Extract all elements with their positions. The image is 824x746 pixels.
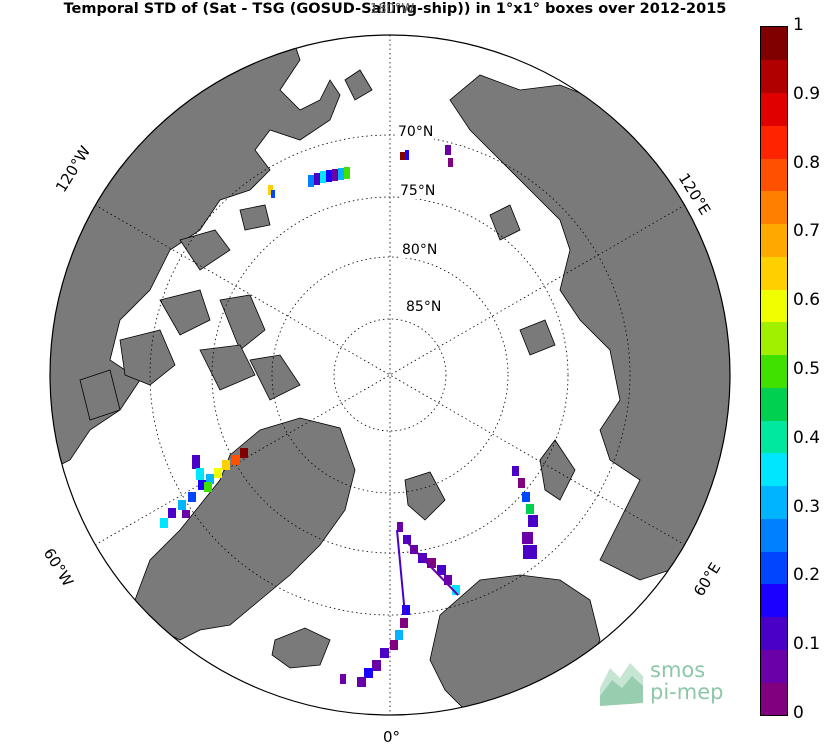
greenland-land <box>134 417 356 641</box>
colorbar-segment <box>761 583 787 618</box>
data-boxes <box>160 145 538 687</box>
colorbar-tick-label: 0.1 <box>793 634 821 655</box>
colorbar-segment <box>761 321 787 356</box>
colorbar-segment <box>761 256 787 290</box>
colorbar-segment <box>761 387 787 421</box>
colorbar-tick-label: 0.3 <box>793 496 821 517</box>
colorbar-segment <box>761 158 787 192</box>
colorbar-segment <box>761 518 787 552</box>
colorbar-segment <box>761 616 787 650</box>
latitude-label-85: 85°N <box>405 299 443 315</box>
colorbar-segment <box>761 551 787 585</box>
colorbar-segment <box>761 223 787 257</box>
colorbar-segment <box>761 452 787 487</box>
colorbar-segment <box>761 59 787 93</box>
colorbar-tick-label: 0.5 <box>793 359 821 379</box>
colorbar-tick-label: 0.4 <box>793 427 821 448</box>
logo-text-pimep: pi-mep <box>650 680 724 704</box>
colorbar-tick-label: 0.8 <box>793 152 821 173</box>
colorbar-tick-label: 0.9 <box>793 83 821 104</box>
colorbar-segment <box>761 420 787 454</box>
colorbar-segment <box>761 289 787 323</box>
meridian-label-180: 180°W <box>370 2 415 17</box>
colorbar-tick-label: 0.2 <box>793 565 821 586</box>
colorbar-tick-label: 0.6 <box>793 290 821 311</box>
latitude-label-80: 80°N <box>401 242 439 258</box>
latitude-label-75: 75°N <box>399 183 437 199</box>
colorbar-segment <box>761 190 787 225</box>
colorbar-segment <box>761 92 787 126</box>
logo-text-smos: smos <box>650 658 706 682</box>
meridian-label-0: 0° <box>383 728 401 746</box>
smos-pimep-logo: smos pi-mep <box>598 658 738 710</box>
logo-waves-icon <box>600 663 643 706</box>
colorbar-segment <box>761 649 787 683</box>
colorbar-segment <box>761 485 787 519</box>
colorbar-tick-label: 0 <box>793 703 804 723</box>
colorbar-tick-label: 1 <box>793 15 804 35</box>
colorbar <box>760 26 788 716</box>
map-title: Temporal STD of (Sat - TSG (GOSUD-Sailin… <box>63 1 727 17</box>
colorbar-segment <box>761 125 787 159</box>
colorbar-segment <box>761 27 787 61</box>
colorbar-segment <box>761 354 787 388</box>
colorbar-tick-label: 0.7 <box>793 221 821 242</box>
latitude-label-70: 70°N <box>397 124 435 140</box>
colorbar-segment <box>761 682 787 716</box>
